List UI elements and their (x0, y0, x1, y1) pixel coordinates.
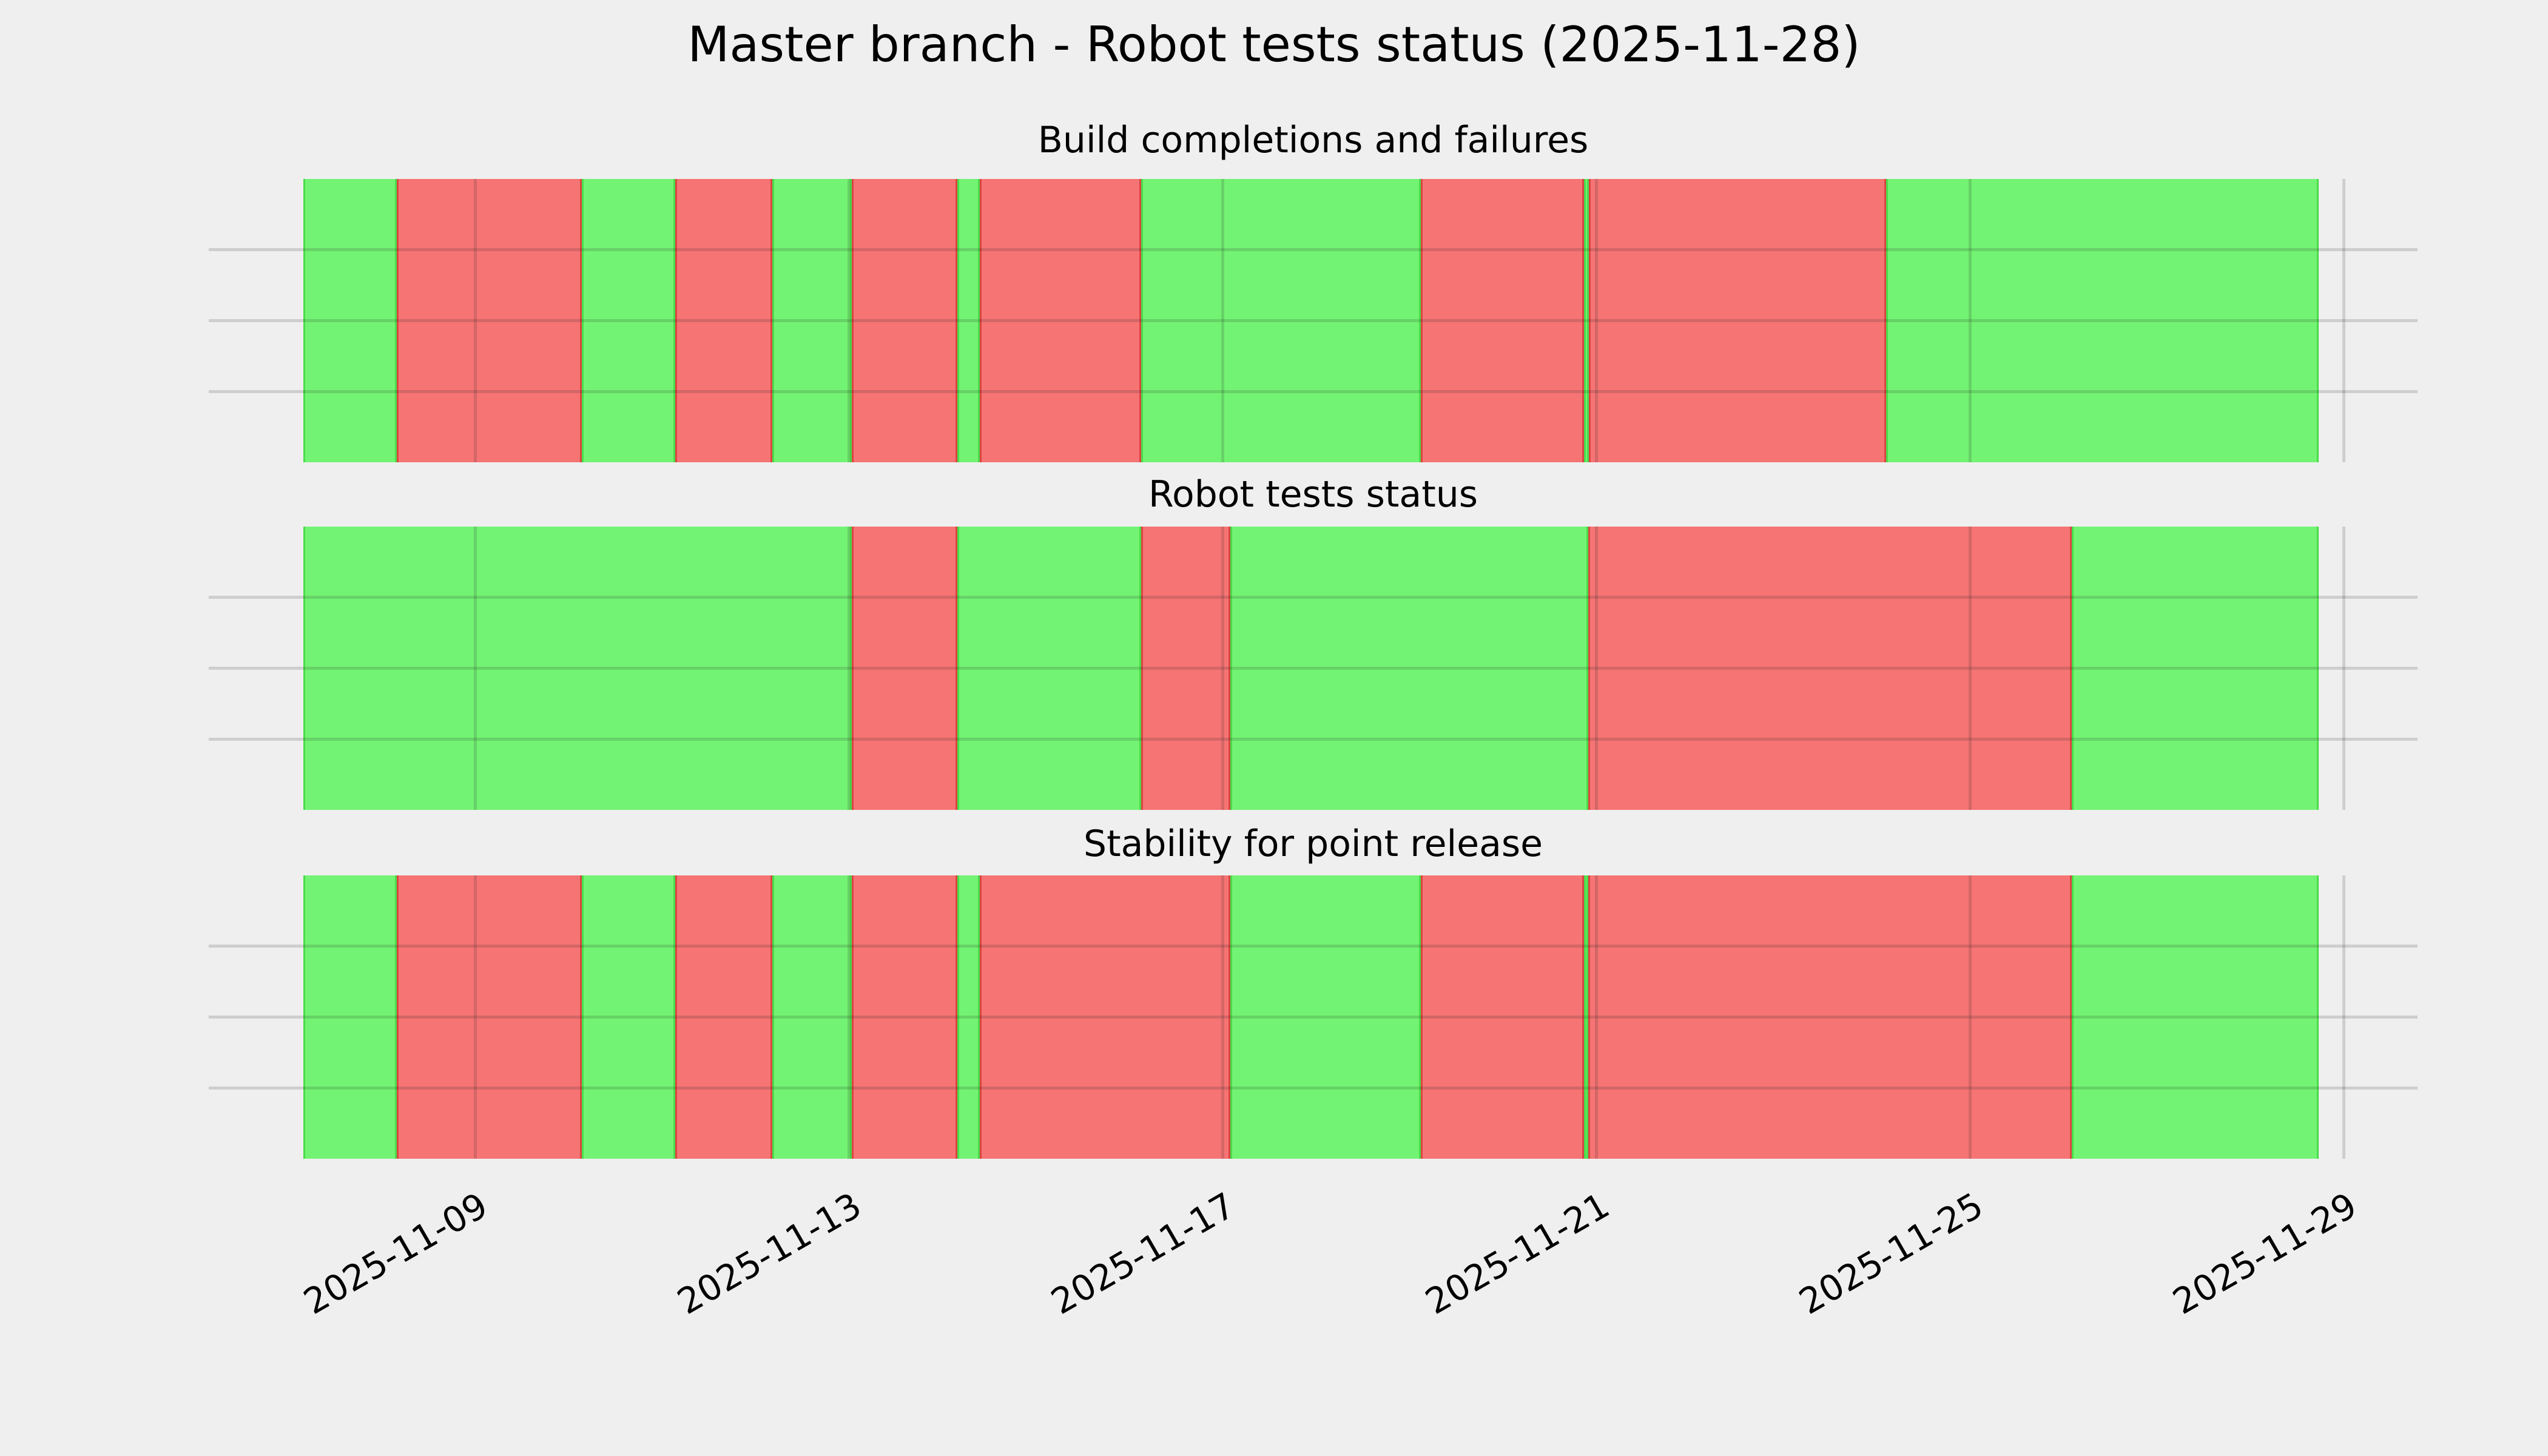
vertical-gridline (848, 875, 851, 1159)
status-segment-fail (1141, 527, 1230, 810)
plot-area-build (209, 179, 2418, 462)
horizontal-gridline (209, 738, 2418, 741)
status-segment-ok (2072, 527, 2319, 810)
vertical-gridline (2342, 527, 2345, 810)
status-segment-ok (303, 875, 397, 1159)
panel-title-build: Build completions and failures (1037, 119, 1589, 161)
vertical-gridline (1969, 875, 1972, 1159)
status-segment-ok (1230, 875, 1421, 1159)
vertical-gridline (1595, 179, 1598, 462)
status-segment-fail (980, 179, 1142, 462)
vertical-gridline (1221, 179, 1224, 462)
vertical-gridline (1221, 527, 1224, 810)
status-segment-fail (397, 179, 582, 462)
vertical-gridline (1595, 875, 1598, 1159)
status-segment-fail (1588, 527, 2072, 810)
vertical-gridline (1969, 179, 1972, 462)
status-segment-fail (852, 179, 958, 462)
x-tick-label: 2025-11-17 (1044, 1184, 1242, 1323)
vertical-gridline (1221, 875, 1224, 1159)
status-segment-ok (581, 179, 675, 462)
horizontal-gridline (209, 596, 2418, 599)
status-segment-fail (397, 875, 582, 1159)
vertical-gridline (1969, 527, 1972, 810)
status-segment-fail (980, 875, 1230, 1159)
panel-title-stability: Stability for point release (1083, 823, 1543, 865)
vertical-gridline (848, 527, 851, 810)
status-segment-fail (1589, 179, 1886, 462)
status-segment-fail (675, 179, 773, 462)
status-segment-fail (1420, 875, 1585, 1159)
status-segment-ok (581, 875, 675, 1159)
status-segment-ok (957, 179, 980, 462)
horizontal-gridline (209, 1087, 2418, 1090)
status-segment-ok (957, 527, 1142, 810)
status-segment-ok (303, 527, 852, 810)
status-segment-ok (957, 875, 980, 1159)
horizontal-gridline (209, 667, 2418, 670)
status-segment-ok (1886, 179, 2319, 462)
status-segment-ok (1141, 179, 1421, 462)
panel-title-robot: Robot tests status (1148, 473, 1478, 516)
status-segment-ok (1584, 875, 1588, 1159)
horizontal-gridline (209, 1016, 2418, 1019)
horizontal-gridline (209, 945, 2418, 948)
status-segment-ok (772, 875, 852, 1159)
status-segment-fail (852, 875, 958, 1159)
plot-area-robot (209, 527, 2418, 810)
x-tick-label: 2025-11-25 (1792, 1184, 1990, 1323)
horizontal-gridline (209, 390, 2418, 393)
status-segment-fail (675, 875, 773, 1159)
vertical-gridline (848, 179, 851, 462)
vertical-gridline (474, 179, 477, 462)
figure-title: Master branch - Robot tests status (2025… (687, 16, 1861, 73)
status-segment-ok (1230, 527, 1588, 810)
x-tick-label: 2025-11-21 (1418, 1184, 1616, 1323)
status-segment-fail (1420, 179, 1585, 462)
vertical-gridline (2342, 875, 2345, 1159)
vertical-gridline (474, 527, 477, 810)
vertical-gridline (2342, 179, 2345, 462)
vertical-gridline (1595, 527, 1598, 810)
x-tick-label: 2025-11-13 (670, 1184, 868, 1323)
status-segment-ok (303, 179, 397, 462)
horizontal-gridline (209, 319, 2418, 322)
horizontal-gridline (209, 248, 2418, 251)
status-segment-fail (852, 527, 958, 810)
vertical-gridline (474, 875, 477, 1159)
x-tick-label: 2025-11-29 (2166, 1184, 2364, 1323)
x-tick-label: 2025-11-09 (297, 1184, 494, 1323)
status-segment-ok (2072, 875, 2319, 1159)
status-segment-fail (1588, 875, 2072, 1159)
status-segment-ok (1584, 179, 1589, 462)
plot-area-stability (209, 875, 2418, 1159)
status-segment-ok (772, 179, 852, 462)
